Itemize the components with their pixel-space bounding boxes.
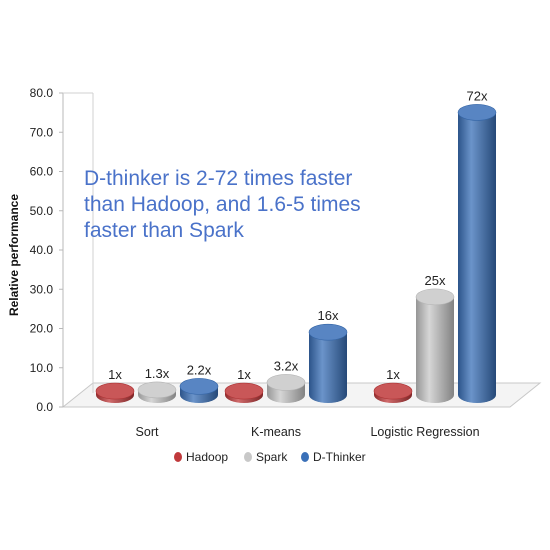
bar-d-thinker-k-means bbox=[308, 323, 348, 403]
back-wall bbox=[63, 93, 93, 407]
bar-spark-sort bbox=[137, 381, 177, 403]
bar-spark-logistic-regression bbox=[415, 288, 455, 403]
bar-top bbox=[308, 323, 348, 341]
bar-top bbox=[457, 104, 497, 121]
bar-hadoop-sort bbox=[95, 382, 135, 403]
y-tick-label: 10.0 bbox=[30, 361, 54, 375]
bar-d-thinker-logistic-regression bbox=[457, 104, 497, 404]
y-tick-label: 30.0 bbox=[30, 282, 54, 296]
data-label: 3.2x bbox=[274, 358, 299, 373]
y-axis-label: Relative performance bbox=[7, 194, 21, 316]
y-tick-label: 20.0 bbox=[30, 322, 54, 336]
legend-swatch-hadoop bbox=[174, 452, 182, 462]
x-tick-label: Sort bbox=[136, 425, 159, 439]
legend-swatch-d-thinker bbox=[301, 452, 309, 462]
bar-top bbox=[373, 382, 413, 400]
y-tick-label: 40.0 bbox=[30, 243, 54, 257]
y-tick-label: 60.0 bbox=[30, 165, 54, 179]
bar-body bbox=[416, 296, 454, 403]
legend-label-hadoop: Hadoop bbox=[186, 450, 228, 464]
y-tick-label: 70.0 bbox=[30, 125, 54, 139]
y-tick-label: 80.0 bbox=[30, 86, 54, 100]
y-tick-label: 0.0 bbox=[36, 400, 53, 414]
data-label: 16x bbox=[318, 308, 339, 323]
bar-top bbox=[224, 382, 264, 400]
data-label: 72x bbox=[467, 88, 488, 103]
bar-spark-k-means bbox=[266, 374, 306, 403]
data-label: 1x bbox=[108, 367, 122, 382]
data-label: 1.3x bbox=[145, 366, 170, 381]
bar-hadoop-k-means bbox=[224, 382, 264, 403]
bar-d-thinker-sort bbox=[179, 378, 219, 403]
legend-swatch-spark bbox=[244, 452, 252, 462]
bar-top bbox=[266, 374, 306, 391]
bar-body bbox=[309, 332, 347, 403]
data-label: 25x bbox=[425, 273, 446, 288]
data-label: 2.2x bbox=[187, 362, 212, 377]
legend-label-spark: Spark bbox=[256, 450, 288, 464]
bar-top bbox=[415, 288, 455, 306]
legend-label-d-thinker: D-Thinker bbox=[313, 450, 366, 464]
data-label: 1x bbox=[237, 367, 251, 382]
data-label: 1x bbox=[386, 367, 400, 382]
x-tick-label: Logistic Regression bbox=[370, 425, 479, 439]
bar-top bbox=[137, 381, 177, 399]
bar-top bbox=[179, 378, 219, 395]
y-tick-label: 50.0 bbox=[30, 204, 54, 218]
bar-hadoop-logistic-regression bbox=[373, 382, 413, 403]
chart-annotation: D-thinker is 2-72 times faster than Hado… bbox=[84, 167, 361, 242]
x-tick-label: K-means bbox=[251, 425, 301, 439]
bar-body bbox=[458, 112, 496, 404]
bar-top bbox=[95, 382, 135, 400]
